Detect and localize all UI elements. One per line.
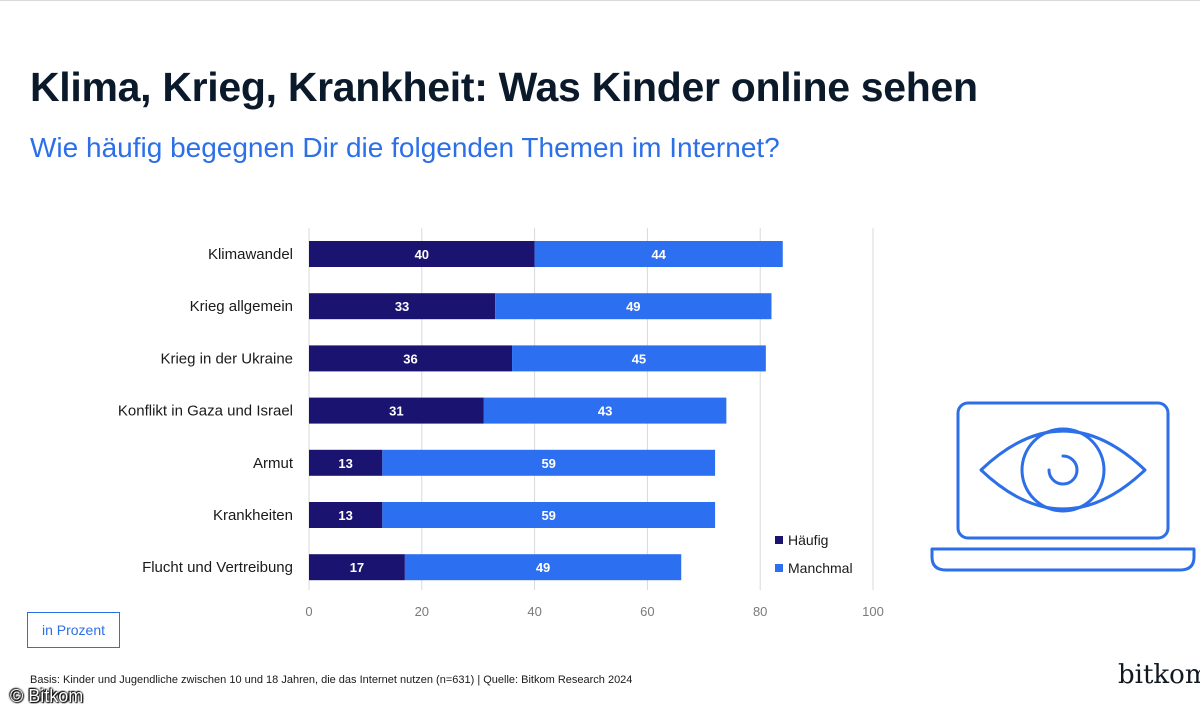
data-label: 49 [626,299,640,314]
x-tick-label: 80 [753,604,767,619]
bar-manchmal [495,293,772,320]
category-label: Konflikt in Gaza und Israel [118,403,293,420]
bar-manchmal [483,397,727,424]
bar-haeufig [309,554,405,581]
category-label: Krieg allgemein [190,298,293,315]
bar-manchmal [534,241,783,267]
x-tick-label: 60 [640,604,654,619]
chart-subtitle: Wie häufig begegnen Dir die folgenden Th… [30,132,780,163]
legend-label: Häufig [788,532,828,548]
bar-haeufig [309,397,484,424]
page-title: Klima, Krieg, Krankheit: Was Kinder onli… [30,64,978,110]
data-label: 36 [403,351,417,366]
x-tick-label: 20 [415,604,429,619]
category-label: Klimawandel [208,246,293,263]
bar-manchmal [512,345,766,372]
stacked-bar-chart: 0 20 40 60 80 100 Klimawandel 40 44 Krieg allgeme… [118,228,884,619]
x-tick-label: 40 [527,604,541,619]
unit-label: in Prozent [27,612,120,648]
data-label: 13 [338,456,352,471]
bar-manchmal [404,554,682,581]
bar-manchmal [382,502,716,528]
data-label: 59 [541,508,555,523]
data-label: 43 [598,404,612,419]
bar-manchmal [382,449,716,476]
bitkom-logo: bitkom [1118,660,1200,690]
data-label: 59 [541,456,555,471]
data-label: 44 [651,247,666,262]
bar-haeufig [309,241,535,267]
legend-swatch [775,564,783,572]
laptop-eye-icon [930,401,1196,572]
data-label: 17 [350,560,364,575]
data-label: 13 [338,508,352,523]
data-label: 31 [389,404,403,419]
category-label: Krankheiten [213,507,293,524]
category-label: Krieg in der Ukraine [160,350,293,367]
bar-haeufig [309,345,513,372]
data-label: 40 [415,247,429,262]
bar-haeufig [309,449,383,476]
copyright-watermark: © Bitkom [10,686,84,706]
category-label: Flucht und Vertreibung [142,559,293,576]
legend-swatch [775,536,783,544]
labels-layer: 0 20 40 60 80 100 Klimawandel 40 44 Krieg allgeme… [118,246,884,619]
legend: Häufig Manchmal [775,532,853,576]
x-tick-label: 0 [305,604,312,619]
footnote: Basis: Kinder und Jugendliche zwischen 1… [30,674,633,686]
category-label: Armut [253,455,294,472]
x-tick-label: 100 [862,604,884,619]
bars-layer [309,241,783,581]
legend-label: Manchmal [788,560,853,576]
data-label: 33 [395,299,409,314]
bar-haeufig [309,502,383,528]
data-label: 49 [536,560,550,575]
data-label: 45 [632,351,646,366]
bar-haeufig [309,293,496,320]
top-rule [0,0,1200,1]
